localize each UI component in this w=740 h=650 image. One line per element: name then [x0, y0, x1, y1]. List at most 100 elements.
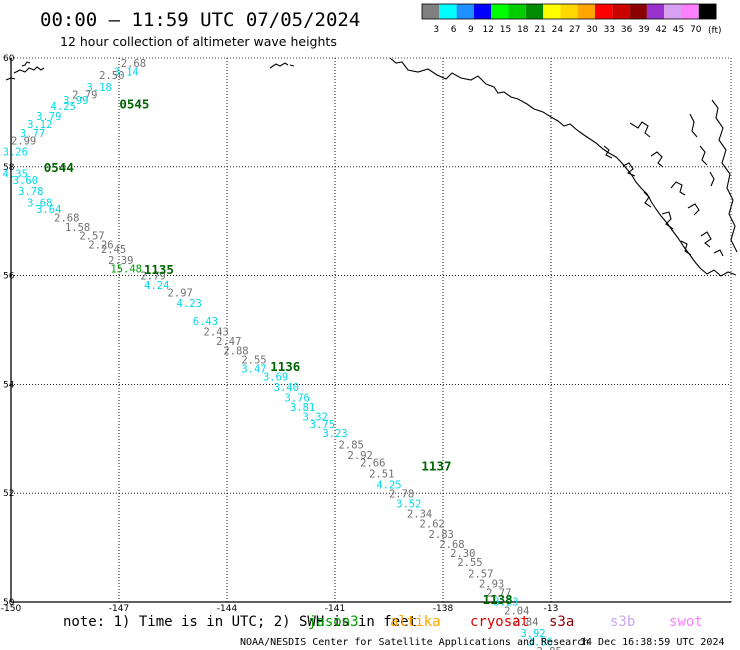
colorbar-swatch: [422, 4, 440, 19]
colorbar-tick-label: 30: [586, 25, 598, 35]
wave-height-label: 2.79: [141, 270, 166, 282]
wave-height-label: 2.57: [468, 569, 493, 581]
wave-height-label: 3.77: [20, 128, 45, 140]
wave-height-label: 4.25: [376, 479, 401, 491]
wave-height-label: 3.40: [274, 382, 299, 394]
footer-timestamp: 14 Dec 16:38:59 UTC 2024: [580, 637, 725, 648]
wave-height-label: 4.25: [51, 101, 76, 113]
footer-note: note: 1) Time is in UTC; 2) SWH is in fe…: [63, 614, 417, 630]
lat-tick-label: 52: [3, 489, 14, 499]
coastline-alaska-gulf: [389, 57, 737, 277]
lat-tick-label: 54: [3, 380, 15, 390]
colorbar-unit: (ft): [708, 26, 722, 36]
lon-tick-label: -13: [544, 604, 559, 614]
wave-height-label: 3.32: [303, 411, 328, 423]
wave-height-label: 2.83: [429, 529, 454, 541]
colorbar-swatch: [491, 4, 509, 19]
colorbar-swatch: [560, 4, 578, 19]
wave-height-label: 2.04: [504, 606, 529, 618]
coastline-mainland-bc: [711, 99, 738, 253]
wave-height-label: 2.88: [223, 345, 248, 357]
colorbar-swatch: [612, 4, 630, 19]
wave-height-label: 2.55: [457, 557, 482, 569]
pass-time-label: 0545: [119, 97, 149, 112]
colorbar-swatch: [543, 4, 561, 19]
colorbar-tick-label: 33: [604, 25, 615, 35]
lon-tick-label: -141: [325, 604, 345, 614]
colorbar-swatch: [664, 4, 682, 19]
colorbar-swatch: [439, 4, 457, 19]
colorbar-swatch: [698, 4, 717, 19]
wave-height-label: 3.76: [285, 392, 310, 404]
wave-height-label: 4.23: [177, 298, 202, 310]
lon-tick-label: -138: [433, 604, 454, 614]
wave-height-label: 2.34: [407, 509, 432, 521]
colorbar-tick-label: 42: [655, 25, 666, 35]
coastline-north-fjords: [689, 113, 715, 187]
wave-height-label: 2.77: [486, 588, 511, 600]
pass-time-labels: 0545 0544 1135 1136 1137 1138: [44, 97, 513, 608]
wave-height-label: 2.79: [72, 89, 97, 101]
wave-height-label: 15.48: [110, 263, 142, 275]
wave-height-label: 2.68: [121, 58, 146, 70]
wave-height-label: 3.79: [36, 111, 61, 123]
satellite-jason3: jason3: [308, 614, 359, 630]
colorbar-swatch: [456, 4, 474, 19]
wave-height-label: 2.62: [420, 518, 445, 530]
wave-height-label: 2.66: [360, 458, 385, 470]
wave-height-label: 3.18: [87, 82, 112, 94]
axis-tick-labels: -150 -147 -144 -141 -138 -13 60 58 56 54 52 50: [1, 54, 559, 614]
lat-tick-label: 58: [3, 163, 15, 173]
wave-height-label: 3.12: [27, 119, 52, 131]
coastline-upper-left: [5, 61, 45, 81]
colorbar-tick-label: 39: [638, 25, 650, 35]
colorbar-tick-label: 12: [482, 25, 493, 35]
wave-height-label: 3.92: [520, 628, 545, 640]
pass-time-label: 1135: [144, 262, 174, 277]
colorbar-tick-label: 24: [552, 25, 564, 35]
colorbar-tick-label: 36: [621, 25, 633, 35]
wave-height-label: 3.68: [27, 198, 52, 210]
coastline-alexander-archipelago: [629, 121, 724, 257]
lat-tick-label: 56: [3, 272, 15, 282]
coastline-land: [5, 57, 738, 277]
colorbar-swatch: [473, 4, 492, 19]
coastline-kenai-islands: [269, 62, 295, 69]
pass-time-label: 1137: [421, 458, 451, 473]
colorbar-swatch: [629, 4, 647, 19]
colorbar-swatch: [577, 4, 595, 19]
colorbar-swatch: [646, 4, 665, 19]
wave-height-label: 1.58: [65, 222, 90, 234]
wave-height-label: 2.85: [537, 646, 562, 650]
wave-height-label: 2.84: [513, 616, 538, 628]
colorbar-tick-label: 70: [690, 25, 702, 35]
wave-height-label: 3.99: [63, 95, 88, 107]
map-subtitle: 12 hour collection of altimeter wave hei…: [60, 34, 337, 49]
coastline-inner-fjords: [603, 145, 692, 256]
pass-time-label: 1138: [483, 592, 513, 607]
colorbar-tick-label: 6: [451, 25, 457, 35]
colorbar-tick-label: 45: [673, 25, 684, 35]
lon-tick-label: -150: [1, 604, 22, 614]
lat-tick-label: 60: [3, 54, 15, 64]
wave-height-label: 3.69: [263, 372, 288, 384]
colorbar-swatch: [681, 4, 699, 19]
colorbar-tick-label: 15: [500, 25, 511, 35]
lat-lon-grid: [11, 58, 731, 602]
wave-height-label: 3.81: [290, 402, 315, 414]
wave-height-label: 3.47: [241, 363, 266, 375]
wave-height-label: 2.57: [79, 231, 104, 243]
satellite-cryosat: cryosat: [470, 614, 529, 630]
wave-height-label: 3.26: [3, 146, 28, 158]
wave-height-label: 4.24: [144, 280, 169, 292]
wave-height-label: 2.39: [108, 255, 133, 267]
wave-height-label: 3.60: [13, 175, 38, 187]
lon-tick-label: -144: [217, 604, 238, 614]
satellite-legend: jason3 altika cryosat s3a s3b swot: [308, 614, 703, 630]
wave-height-points: 2.683.142.503.182.793.994.253.793.123.77…: [3, 58, 562, 650]
map-title: 00:00 – 11:59 UTC 07/05/2024: [40, 9, 360, 31]
colorbar-swatch: [595, 4, 613, 19]
wave-height-label: 3.23: [493, 596, 518, 608]
colorbar-swatch: [508, 4, 526, 19]
wave-height-label: 2.45: [101, 244, 126, 256]
